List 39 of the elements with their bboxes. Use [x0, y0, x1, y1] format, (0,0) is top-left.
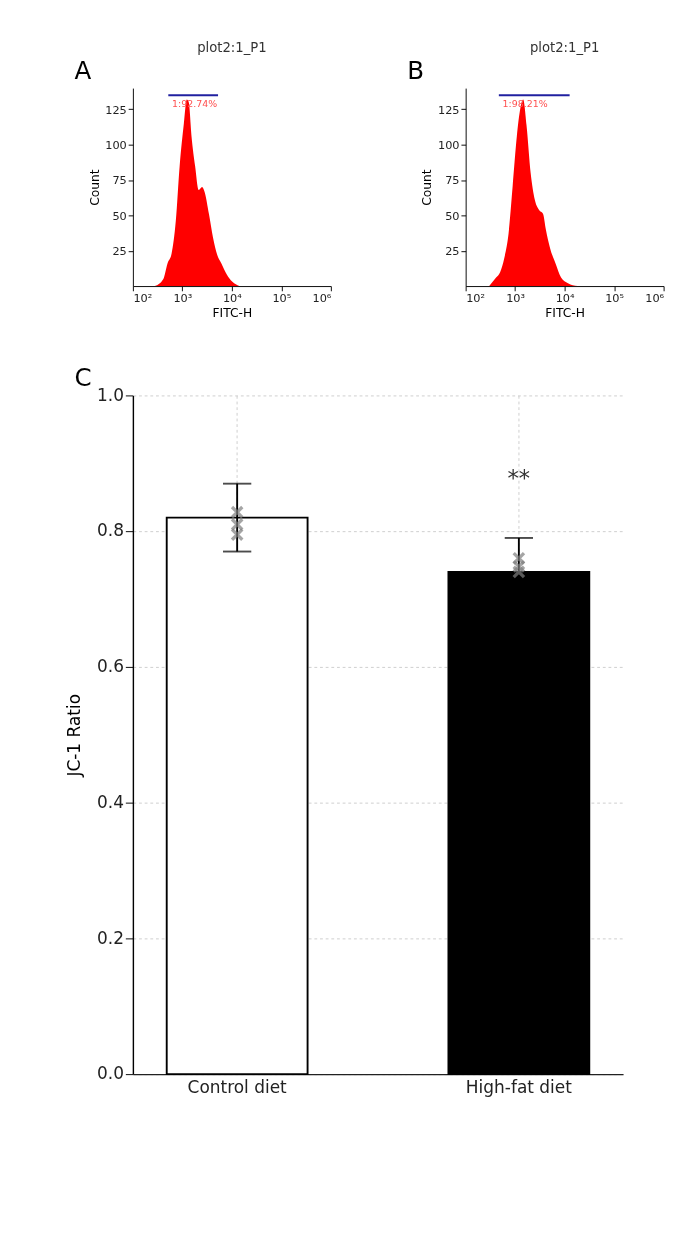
y-tick-label: 125 — [105, 103, 127, 117]
x-tick-label: 10⁴ — [222, 291, 243, 305]
x-tick-label: 10² — [466, 291, 486, 305]
x-tick-label: 10⁶ — [645, 291, 665, 305]
y-tick-label: 25 — [445, 244, 460, 258]
annotation: ** — [507, 465, 531, 492]
y-tick-label: 25 — [112, 244, 127, 258]
y-axis-title: Count — [87, 169, 102, 206]
y-tick-label: 0.8 — [96, 520, 124, 541]
y-tick-label: 100 — [437, 138, 460, 152]
y-tick-label: 75 — [445, 174, 460, 188]
y-tick-label: 100 — [105, 138, 127, 152]
y-tick-label: 0.0 — [96, 1063, 124, 1084]
y-axis-title: Count — [420, 169, 435, 206]
x-tick-label: 10⁶ — [312, 291, 332, 305]
y-tick-label: 75 — [112, 174, 127, 188]
y-tick-label: 0.4 — [96, 791, 124, 812]
y-tick-label: 50 — [112, 209, 127, 223]
x-tick-label: 10³ — [506, 291, 526, 305]
x-tick-label: 10³ — [173, 291, 193, 305]
x-tick-label: 10⁵ — [605, 291, 625, 305]
y-tick-label: 0.2 — [96, 927, 124, 948]
text: A — [74, 55, 92, 85]
x-tick-label: 10⁵ — [272, 291, 292, 305]
x-tick-label: High-fat diet — [465, 1077, 573, 1098]
x-axis-title: FITC-H — [545, 305, 585, 320]
x-axis-title: FITC-H — [212, 305, 253, 320]
x-tick-label: 10⁴ — [555, 291, 576, 305]
text: B — [407, 55, 425, 85]
text: C — [74, 363, 92, 393]
y-tick-label: 125 — [437, 103, 460, 117]
y-axis-title: JC-1 Ratio — [64, 693, 85, 778]
x-tick-label: 10² — [133, 291, 153, 305]
chart-title: plot2:1_P1 — [529, 40, 600, 56]
chart-title: plot2:1_P1 — [197, 40, 267, 56]
y-tick-label: 1.0 — [96, 384, 124, 405]
y-tick-label: 0.6 — [96, 656, 124, 677]
x-tick-label: Control diet — [187, 1077, 288, 1098]
y-tick-label: 50 — [445, 209, 460, 223]
